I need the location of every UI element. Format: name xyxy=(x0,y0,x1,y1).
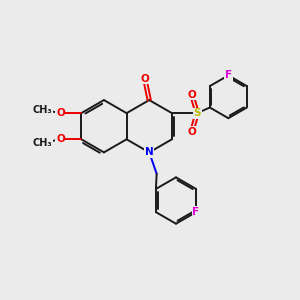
Text: O: O xyxy=(56,108,65,118)
Text: O: O xyxy=(56,134,65,144)
Text: CH₃: CH₃ xyxy=(33,105,52,115)
Text: N: N xyxy=(145,147,154,158)
Text: S: S xyxy=(194,108,201,118)
Text: O: O xyxy=(188,90,196,100)
Text: F: F xyxy=(193,207,200,217)
Text: O: O xyxy=(188,127,196,136)
Text: CH₃: CH₃ xyxy=(33,138,52,148)
Text: F: F xyxy=(225,70,232,80)
Text: O: O xyxy=(140,74,149,84)
